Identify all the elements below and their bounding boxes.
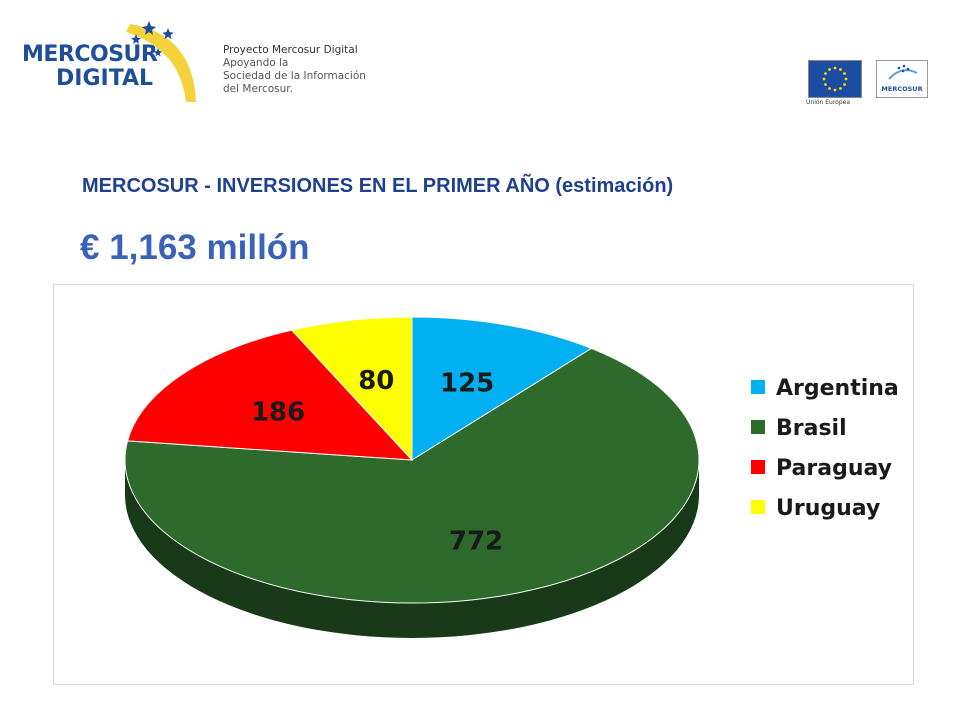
page-title: MERCOSUR - INVERSIONES EN EL PRIMER AÑO … — [82, 175, 674, 197]
project-line2: Apoyando la — [223, 57, 289, 69]
pie-side-brasil — [125, 460, 699, 638]
data-label-paraguay: 186 — [251, 398, 305, 428]
data-label-brasil: 772 — [449, 527, 503, 557]
chart-legend: Argentina Brasil Paraguay Uruguay — [751, 376, 899, 521]
legend-swatch-paraguay — [751, 460, 765, 474]
project-title: Proyecto Mercosur Digital — [223, 44, 358, 56]
logo-line1: MERCOSUR — [22, 42, 158, 67]
legend-label-uruguay: Uruguay — [776, 496, 880, 521]
mercosur-stars-icon — [888, 64, 918, 80]
legend-label-argentina: Argentina — [776, 376, 899, 401]
logo-wordmark: MERCOSUR DIGITAL — [22, 42, 158, 91]
legend-label-brasil: Brasil — [776, 416, 847, 441]
legend-label-paraguay: Paraguay — [776, 456, 892, 481]
project-line3: Sociedad de la Información — [223, 70, 366, 82]
legend-swatch-argentina — [751, 380, 765, 394]
pie-slice-uruguay — [290, 316, 413, 462]
legend-swatch-brasil — [751, 420, 765, 434]
pie-chart: 125 772 186 80 Argentina Brasil Paraguay Urugua… — [124, 316, 899, 638]
mercosur-digital-logo-icon — [126, 21, 196, 102]
mercosur-badge: MERCOSUR — [876, 60, 928, 98]
project-description: Proyecto Mercosur Digital Apoyando la So… — [223, 44, 366, 96]
data-label-argentina: 125 — [440, 369, 494, 399]
data-label-uruguay: 80 — [358, 366, 394, 396]
mercosur-badge-text: MERCOSUR — [881, 85, 923, 93]
pie-side-walls — [125, 460, 699, 638]
pie-slice-argentina — [411, 316, 593, 461]
project-line4: del Mercosur. — [223, 83, 293, 95]
logo-line2: DIGITAL — [56, 66, 154, 91]
total-amount: € 1,163 millón — [80, 228, 310, 267]
pie-slice-paraguay — [126, 329, 414, 461]
chart-frame: 125 772 186 80 Argentina Brasil Paraguay Urugua… — [53, 284, 914, 685]
legend-swatch-uruguay — [751, 500, 765, 514]
eu-caption: Unión Europea — [806, 99, 851, 106]
header: MERCOSUR DIGITAL Proyecto Mercosur Digit… — [0, 0, 960, 120]
pie-slice-brasil — [124, 347, 700, 604]
eu-flag-icon — [808, 60, 862, 98]
